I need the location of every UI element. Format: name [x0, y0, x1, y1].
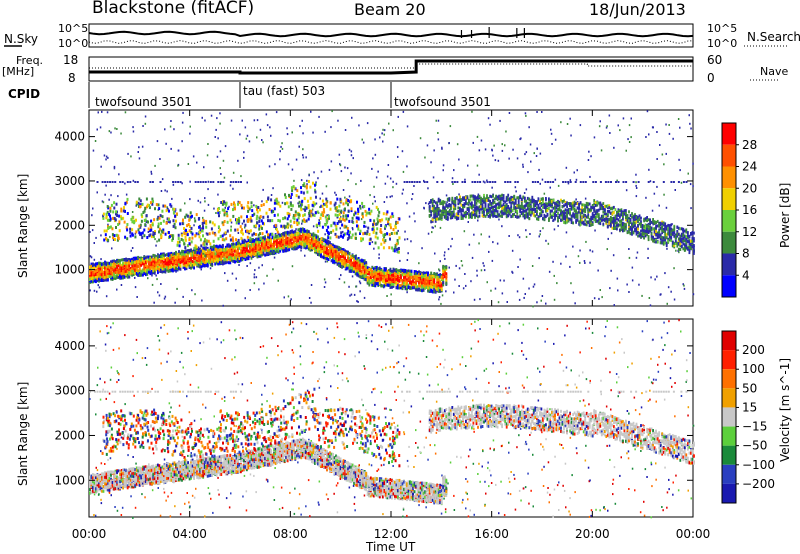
colorbar-tick-label: 16 [742, 203, 757, 217]
colorbar-segment [722, 144, 736, 167]
nsearch-series [88, 40, 694, 44]
colorbar-segment [722, 388, 736, 408]
nsky-panel-frame [88, 23, 694, 48]
colorbar-segment [722, 464, 736, 484]
beam-title: Beam 20 [354, 0, 426, 19]
freq-label: Freq. [16, 54, 44, 67]
colorbar-tick-label: 8 [742, 247, 750, 261]
cpid-segment-1: twofsound 3501 [95, 95, 192, 109]
colorbar-tick-label: 15 [742, 400, 757, 414]
nave-tick-high: 60 [707, 53, 723, 67]
nsky-tick-high: 10^5 [58, 22, 89, 35]
y-tick-label: 2000 [54, 218, 85, 232]
colorbar-segment [722, 253, 736, 276]
colorbar-tick-label: −200 [742, 477, 775, 491]
freq-panel-frame [88, 56, 694, 82]
freq-series [89, 59, 693, 75]
y-tick-label: 4000 [54, 339, 85, 353]
freq-tick-low: 8 [68, 71, 76, 85]
colorbar-tick-label: 50 [742, 381, 757, 395]
date-title: 18/Jun/2013 [589, 0, 686, 19]
nave-series [89, 63, 693, 69]
colorbar-tick-label: 20 [742, 181, 757, 195]
colorbar-tick-label: 12 [742, 225, 757, 239]
x-tick-label: 20:00 [575, 527, 610, 541]
power-echo-cells [89, 110, 695, 308]
colorbar-segment [722, 331, 736, 351]
x-tick-label: 12:00 [374, 527, 409, 541]
x-tick-label: 04:00 [172, 527, 207, 541]
nsky-series [88, 30, 694, 38]
colorbar-segment [722, 445, 736, 465]
colorbar-segment [722, 166, 736, 189]
colorbar-segment [722, 426, 736, 446]
nsky-tick-low: 10^0 [58, 37, 89, 50]
colorbar-segment [722, 483, 736, 503]
colorbar-tick-label: −15 [742, 420, 767, 434]
freq-tick-high: 18 [63, 53, 79, 67]
colorbar-tick-label: −100 [742, 458, 775, 472]
colorbar-segment [722, 350, 736, 370]
freq-unit: [MHz] [2, 65, 35, 78]
colorbar-segment [722, 231, 736, 254]
nave-label: Nave [760, 65, 789, 78]
xlabel: Time UT [366, 540, 416, 554]
colorbar-frame [721, 330, 737, 504]
colorbar-tick-label: 100 [742, 362, 765, 376]
y-tick-label: 3000 [54, 174, 85, 188]
colorbar-tick-label: 4 [742, 268, 750, 282]
nsky-label: N.Sky [4, 32, 39, 46]
x-tick-label: 00:00 [676, 527, 711, 541]
nsearch-tick-low: 10^0 [707, 37, 738, 50]
nave-tick-low: 0 [707, 71, 715, 85]
cpid-label: CPID [8, 87, 41, 101]
colorbar-tick-label: 200 [742, 343, 765, 357]
colorbar-segment [722, 210, 736, 232]
nsearch-label: N.Search [747, 30, 800, 44]
colorbar-tick-label: 24 [742, 160, 757, 174]
y-tick-label: 1000 [54, 263, 85, 277]
colorbar-segment [722, 407, 736, 427]
cpid-segment-2: tau (fast) 503 [243, 84, 326, 98]
cpid-segment-3: twofsound 3501 [394, 95, 491, 109]
colorbar-tick-label: 28 [742, 138, 757, 152]
y-tick-label: 2000 [54, 428, 85, 442]
velocity-echo-cells [89, 319, 695, 519]
colorbar-segment [722, 275, 736, 297]
site-title: Blackstone (fitACF) [92, 0, 255, 18]
y-tick-label: 1000 [54, 473, 85, 487]
colorbar-segment [722, 123, 736, 145]
colorbar-segment [722, 188, 736, 210]
x-tick-label: 16:00 [474, 527, 509, 541]
x-tick-label: 08:00 [273, 527, 308, 541]
colorbar-segment [722, 369, 736, 389]
y-tick-label: 4000 [54, 130, 85, 144]
nsearch-tick-high: 10^5 [707, 22, 738, 35]
y-tick-label: 3000 [54, 384, 85, 398]
colorbar-tick-label: −50 [742, 439, 767, 453]
x-tick-label: 00:00 [72, 527, 107, 541]
